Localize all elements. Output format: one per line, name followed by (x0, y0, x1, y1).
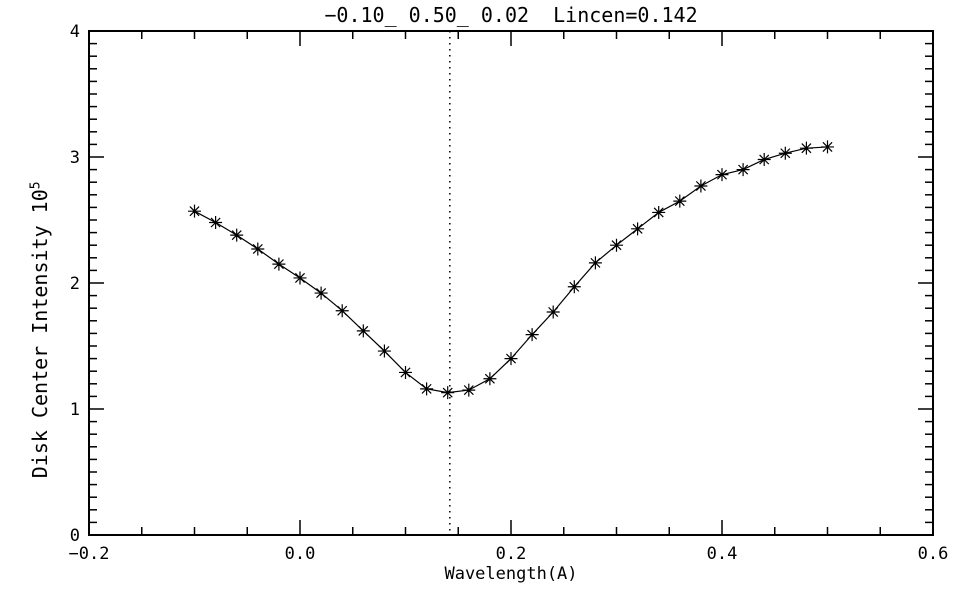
y-tick-label: 1 (70, 400, 80, 420)
x-tick-label: 0.4 (707, 544, 738, 564)
y-tick-label: 3 (70, 148, 80, 168)
asterisk-markers (188, 140, 834, 400)
plot-title: −0.10_ 0.50_ 0.02 Lincen=0.142 (324, 3, 698, 27)
y-tick-label: 4 (70, 22, 80, 42)
y-tick-label: 2 (70, 274, 80, 294)
x-tick-label: 0.6 (918, 544, 949, 564)
x-tick-label: 0.0 (285, 544, 316, 564)
x-axis-label: Wavelength(A) (444, 564, 578, 584)
x-tick-label: −0.2 (69, 544, 110, 564)
x-tick-label: 0.2 (496, 544, 527, 564)
y-tick-label: 0 (70, 526, 80, 546)
plot-border (88, 30, 934, 536)
